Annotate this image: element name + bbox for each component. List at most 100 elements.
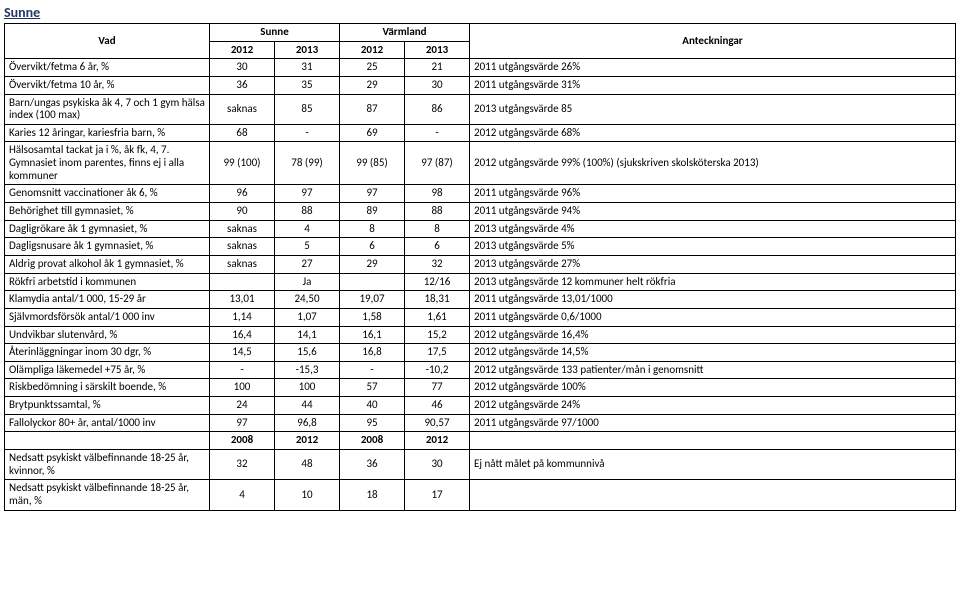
table-row: Genomsnitt vaccinationer åk 6, %96979798… xyxy=(5,185,956,203)
row-value: 99 (100) xyxy=(210,142,275,185)
row-value: 90 xyxy=(210,203,275,221)
row-value: 18,31 xyxy=(405,291,470,309)
row-value: 29 xyxy=(340,255,405,273)
row-value: 57 xyxy=(340,379,405,397)
row-value: 89 xyxy=(340,203,405,221)
row-label: Undvikbar slutenvård, % xyxy=(5,326,210,344)
header-note: Anteckningar xyxy=(470,24,956,59)
row-value: 6 xyxy=(340,238,405,256)
row-note: 2012 utgångsvärde 14,5% xyxy=(470,344,956,362)
row-value: 90,57 xyxy=(405,414,470,432)
row-value: 97 xyxy=(340,185,405,203)
row-label: Dagligrökare åk 1 gymnasiet, % xyxy=(5,220,210,238)
table-row: Brytpunktssamtal, %244440462012 utgångsv… xyxy=(5,397,956,415)
row-label: Aldrig provat alkohol åk 1 gymnasiet, % xyxy=(5,255,210,273)
row-value: 19,07 xyxy=(340,291,405,309)
sub-header-blank xyxy=(5,432,210,450)
row-value: 99 (85) xyxy=(340,142,405,185)
row-value: 30 xyxy=(405,76,470,94)
row-value: saknas xyxy=(210,238,275,256)
header-group-sunne: Sunne xyxy=(210,24,340,42)
row-value: 69 xyxy=(340,124,405,142)
row-value: 17,5 xyxy=(405,344,470,362)
table-row: Återinläggningar inom 30 dgr, %14,515,61… xyxy=(5,344,956,362)
row-note: Ej nått målet på kommunnivå xyxy=(470,450,956,480)
header-year: 2012 xyxy=(340,41,405,59)
row-value: saknas xyxy=(210,220,275,238)
row-value: 48 xyxy=(275,450,340,480)
row-value: 86 xyxy=(405,94,470,124)
table-row: Självmordsförsök antal/1 000 inv1,141,07… xyxy=(5,308,956,326)
row-note: 2011 utgångsvärde 97/1000 xyxy=(470,414,956,432)
row-label: Rökfri arbetstid i kommunen xyxy=(5,273,210,291)
row-value: 24,50 xyxy=(275,291,340,309)
row-label: Riskbedömning i särskilt boende, % xyxy=(5,379,210,397)
row-value: 4 xyxy=(210,480,275,510)
row-value: 25 xyxy=(340,59,405,77)
row-value: 27 xyxy=(275,255,340,273)
row-label: Olämpliga läkemedel +75 år, % xyxy=(5,361,210,379)
row-note: 2012 utgångsvärde 99% (100%) (sjukskrive… xyxy=(470,142,956,185)
table-row: Behörighet till gymnasiet, %908889882011… xyxy=(5,203,956,221)
header-year: 2013 xyxy=(275,41,340,59)
row-note: 2013 utgångsvärde 5% xyxy=(470,238,956,256)
table-row: Rökfri arbetstid i kommunenJa12/162013 u… xyxy=(5,273,956,291)
table-row: Nedsatt psykiskt välbefinnande 18-25 år,… xyxy=(5,480,956,510)
table-row: Karies 12 åringar, kariesfria barn, %68-… xyxy=(5,124,956,142)
row-value: 29 xyxy=(340,76,405,94)
data-table: Vad Sunne Värmland Anteckningar 2012 201… xyxy=(4,23,956,511)
row-value: 30 xyxy=(210,59,275,77)
row-value: 14,1 xyxy=(275,326,340,344)
row-value: 100 xyxy=(210,379,275,397)
row-value: 46 xyxy=(405,397,470,415)
row-note: 2011 utgångsvärde 13,01/1000 xyxy=(470,291,956,309)
row-label: Brytpunktssamtal, % xyxy=(5,397,210,415)
row-label: Övervikt/fetma 10 år, % xyxy=(5,76,210,94)
sub-year: 2008 xyxy=(210,432,275,450)
row-value: 95 xyxy=(340,414,405,432)
row-value: 32 xyxy=(405,255,470,273)
table-row: Undvikbar slutenvård, %16,414,116,115,22… xyxy=(5,326,956,344)
row-value: 97 xyxy=(275,185,340,203)
row-value: 78 (99) xyxy=(275,142,340,185)
row-value: Ja xyxy=(275,273,340,291)
row-value: 12/16 xyxy=(405,273,470,291)
row-note xyxy=(470,480,956,510)
row-label: Klamydia antal/1 000, 15-29 år xyxy=(5,291,210,309)
row-value: 1,07 xyxy=(275,308,340,326)
row-value: saknas xyxy=(210,255,275,273)
row-value: 88 xyxy=(405,203,470,221)
row-value: 1,58 xyxy=(340,308,405,326)
row-label: Återinläggningar inom 30 dgr, % xyxy=(5,344,210,362)
row-note: 2012 utgångsvärde 68% xyxy=(470,124,956,142)
row-value: 30 xyxy=(405,450,470,480)
row-label: Fallolyckor 80+ år, antal/1000 inv xyxy=(5,414,210,432)
row-label: Nedsatt psykiskt välbefinnande 18-25 år,… xyxy=(5,480,210,510)
row-value: 97 (87) xyxy=(405,142,470,185)
row-note: 2011 utgångsvärde 96% xyxy=(470,185,956,203)
row-label: Nedsatt psykiskt välbefinnande 18-25 år,… xyxy=(5,450,210,480)
row-note: 2012 utgångsvärde 133 patienter/mån i ge… xyxy=(470,361,956,379)
row-value: 77 xyxy=(405,379,470,397)
row-value: 96 xyxy=(210,185,275,203)
row-value: -10,2 xyxy=(405,361,470,379)
row-value: 8 xyxy=(340,220,405,238)
row-value: 16,4 xyxy=(210,326,275,344)
sub-year: 2012 xyxy=(405,432,470,450)
row-value xyxy=(340,273,405,291)
row-value: 14,5 xyxy=(210,344,275,362)
row-value: 44 xyxy=(275,397,340,415)
row-value: 4 xyxy=(275,220,340,238)
row-label: Övervikt/fetma 6 år, % xyxy=(5,59,210,77)
row-note: 2011 utgångsvärde 0,6/1000 xyxy=(470,308,956,326)
table-row: Övervikt/fetma 10 år, %363529302011 utgå… xyxy=(5,76,956,94)
page-title: Sunne xyxy=(4,4,956,21)
row-note: 2013 utgångsvärde 85 xyxy=(470,94,956,124)
row-value: 24 xyxy=(210,397,275,415)
row-label: Karies 12 åringar, kariesfria barn, % xyxy=(5,124,210,142)
row-value: 13,01 xyxy=(210,291,275,309)
row-note: 2012 utgångsvärde 24% xyxy=(470,397,956,415)
row-value: 1,14 xyxy=(210,308,275,326)
row-value: - xyxy=(210,361,275,379)
row-label: Självmordsförsök antal/1 000 inv xyxy=(5,308,210,326)
